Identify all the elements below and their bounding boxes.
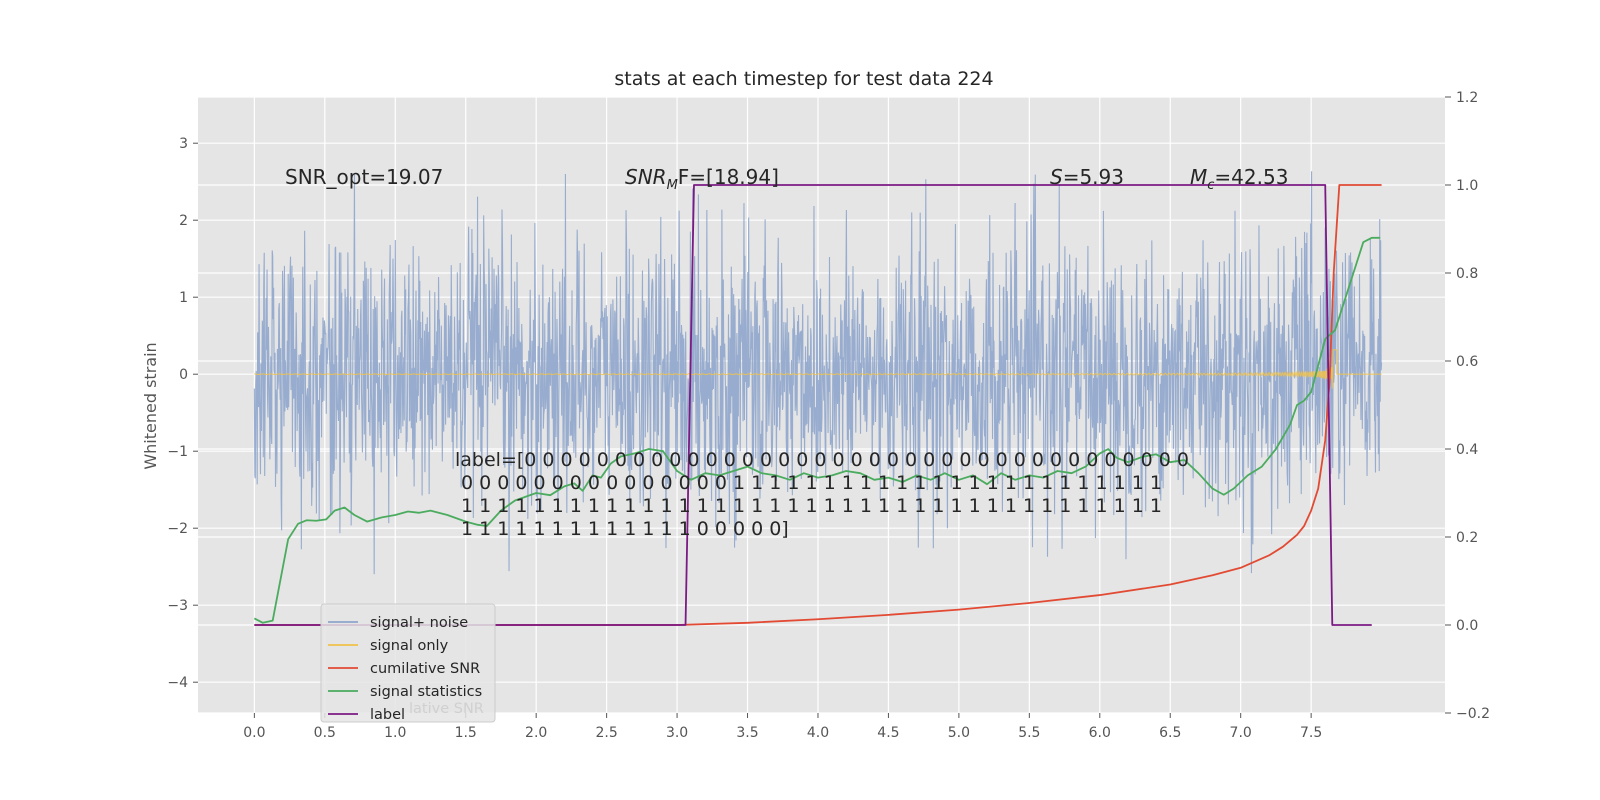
signal-plus-noise-line — [253, 171, 1383, 575]
x-tick-label: 0.0 — [243, 725, 265, 741]
y2-tick-label: 0.8 — [1456, 266, 1478, 282]
y-tick-label: −2 — [167, 521, 188, 537]
x-tick-label: 2.0 — [525, 725, 547, 741]
x-tick-label: 5.5 — [1018, 725, 1040, 741]
x-tick-label: 2.5 — [595, 725, 617, 741]
chart-title: stats at each timestep for test data 224 — [614, 68, 993, 90]
mc-value: =42.53 — [1214, 165, 1288, 189]
x-tick-label: 7.5 — [1300, 725, 1322, 741]
x-tick-label: 6.0 — [1089, 725, 1111, 741]
label-line-2: 0 0 0 0 0 0 0 0 0 0 0 0 0 0 0 1 1 1 1 1 … — [455, 472, 1162, 494]
y-axis-title: Whitened strain — [141, 342, 160, 469]
x-tick-label: 0.5 — [314, 725, 336, 741]
y2-tick-label: 1.0 — [1456, 178, 1478, 194]
signal-only-line — [254, 349, 1382, 389]
s-symbol: S — [1050, 165, 1063, 189]
x-axis-ticks: 0.0 0.5 1.0 1.5 2.0 2.5 3.0 3.5 4.0 4.5 5.0 5.5 6.0 6… — [243, 713, 1322, 741]
y2-tick-label: −0.2 — [1456, 706, 1490, 722]
cumilative-snr-line — [254, 184, 1382, 626]
s-annotation: S=5.93 — [1050, 165, 1124, 189]
mc-annotation: Mc=42.53 — [1190, 165, 1288, 193]
x-tick-label: 4.0 — [807, 725, 829, 741]
right-axis-series — [253, 184, 1382, 626]
s-value: =5.93 — [1063, 165, 1124, 189]
snr-mf-annotation: SNRMF=[18.94] — [625, 165, 779, 193]
snr-opt-annotation: SNR_opt=19.07 — [285, 165, 443, 189]
y2-tick-label: 0.6 — [1456, 354, 1478, 370]
legend-box — [320, 603, 496, 723]
y-axis-ticks: 3 2 1 0 −1 −2 −3 −4 — [167, 136, 198, 691]
y2-axis-ticks: 1.2 1.0 0.8 0.6 0.4 0.2 0.0 −0.2 — [1445, 90, 1490, 722]
snr-mf-subscript: M — [667, 178, 678, 193]
x-tick-label: 5.0 — [948, 725, 970, 741]
signal-statistics-line — [253, 236, 1381, 624]
signal-plus-noise-series — [253, 171, 1383, 575]
y-tick-label: 3 — [179, 136, 188, 152]
y-tick-label: −4 — [167, 675, 188, 691]
x-tick-label: 7.0 — [1230, 725, 1252, 741]
legend: lative SNR signal+ noise signal only cumil… — [320, 603, 496, 723]
label-line-1: label=[0 0 0 0 0 0 0 0 0 0 0 0 0 0 0 0 0… — [455, 449, 1189, 471]
x-tick-label: 1.0 — [384, 725, 406, 741]
legend-items: signal+ noise signal only cumilative SNR si… — [328, 615, 482, 723]
mc-symbol: M — [1190, 165, 1207, 189]
annotations: SNR_opt=19.07 SNRMF=[18.94] S=5.93 Mc=42… — [285, 165, 1288, 193]
label-line-3: 1 1 1 1 1 1 1 1 1 1 1 1 1 1 1 1 1 1 1 1 … — [455, 495, 1162, 517]
label-line — [254, 184, 1372, 626]
y2-tick-label: 0.4 — [1456, 442, 1478, 458]
legend-label: label — [370, 707, 405, 723]
label-array-text: label=[0 0 0 0 0 0 0 0 0 0 0 0 0 0 0 0 0… — [455, 449, 1189, 540]
legend-label: signal statistics — [370, 684, 482, 700]
x-tick-label: 6.5 — [1159, 725, 1181, 741]
signal-only-series — [254, 349, 1382, 389]
legend-label: cumilative SNR — [370, 661, 480, 677]
y2-tick-label: 0.0 — [1456, 618, 1478, 634]
legend-label: signal only — [370, 638, 449, 654]
mc-subscript: c — [1207, 178, 1214, 193]
legend-ghost-text: lative SNR — [409, 701, 484, 717]
y2-tick-label: 0.2 — [1456, 530, 1478, 546]
y-tick-label: −1 — [167, 444, 188, 460]
y-tick-label: 2 — [179, 213, 188, 229]
x-tick-label: 3.5 — [736, 725, 758, 741]
y-tick-label: −3 — [167, 598, 188, 614]
snr-mf-main: SNR — [625, 165, 667, 189]
x-tick-label: 3.0 — [666, 725, 688, 741]
y-tick-label: 0 — [179, 367, 188, 383]
y2-tick-label: 1.2 — [1456, 90, 1478, 106]
legend-label: signal+ noise — [370, 615, 468, 631]
y-tick-label: 1 — [179, 290, 188, 306]
label-line-4: 1 1 1 1 1 1 1 1 1 1 1 1 1 0 0 0 0 0] — [455, 518, 789, 540]
snr-mf-value: F=[18.94] — [678, 165, 779, 189]
x-tick-label: 1.5 — [455, 725, 477, 741]
x-tick-label: 4.5 — [877, 725, 899, 741]
